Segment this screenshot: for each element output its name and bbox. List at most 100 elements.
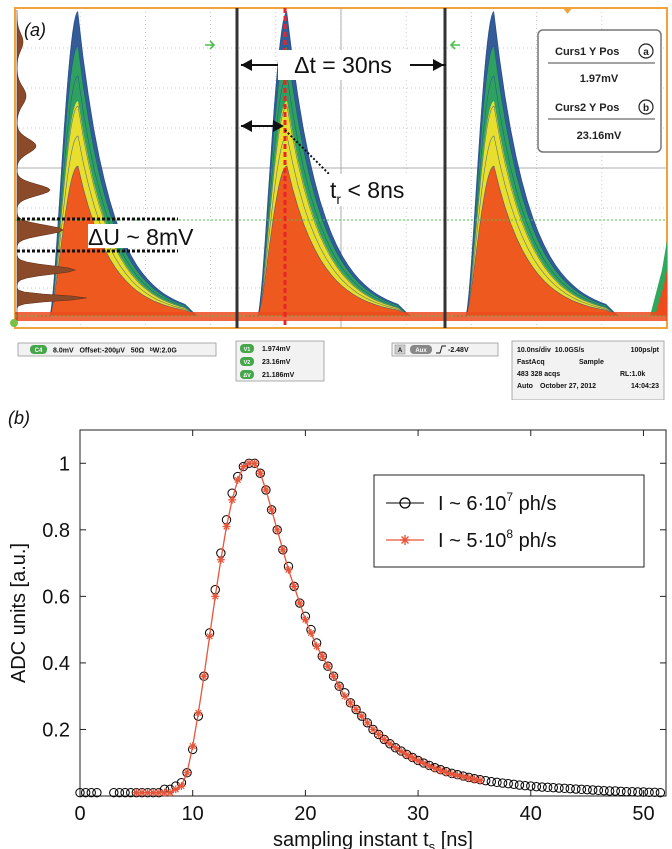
data-point <box>177 782 186 791</box>
x-tick-label: 10 <box>182 803 204 825</box>
channel-settings: 8.0mV Offset:-200μV 50Ω ᵇW:2.0G <box>53 348 177 355</box>
data-point <box>363 718 372 727</box>
data-point <box>644 787 654 798</box>
data-point <box>397 747 406 756</box>
data-point <box>414 756 423 765</box>
acquisition-box[interactable] <box>511 340 665 400</box>
trace-envelope-inner <box>246 166 410 316</box>
data-point <box>599 785 609 796</box>
trace-line <box>454 165 619 317</box>
data-point <box>436 766 445 775</box>
x-tick-label: 20 <box>294 803 316 825</box>
y-tick-label: 1 <box>59 453 70 475</box>
data-point <box>256 469 265 478</box>
data-point <box>655 787 666 798</box>
data-point <box>272 525 282 535</box>
data-point <box>278 545 288 555</box>
legend: I ~ 6·107 ph/s I ~ 5·108 ph/s <box>373 474 645 568</box>
trace-line <box>454 135 619 317</box>
data-point <box>290 582 299 591</box>
date: October 27, 2012 <box>540 383 596 390</box>
cursor-b-marker-letter: b <box>643 103 649 114</box>
data-point <box>588 785 598 795</box>
data-point <box>582 784 592 795</box>
cursor-a-marker-letter: a <box>643 47 649 58</box>
data-point <box>238 461 249 472</box>
channel-settings-box[interactable] <box>17 342 217 357</box>
data-point <box>80 787 91 798</box>
data-point <box>289 581 299 592</box>
channel-badge <box>30 345 47 354</box>
delta-t-label: Δt = 30ns <box>294 52 392 78</box>
data-point <box>351 704 361 715</box>
delta-t-label-bg <box>278 50 408 80</box>
x-tick-label: 30 <box>407 803 429 825</box>
data-point <box>261 485 270 494</box>
data-point <box>633 787 643 797</box>
data-point <box>239 462 248 471</box>
data-point <box>509 779 519 790</box>
data-point <box>604 786 615 796</box>
y-tick-label: 0.6 <box>42 586 70 608</box>
data-point <box>92 787 102 798</box>
data-point <box>542 782 553 793</box>
data-point <box>576 784 587 795</box>
data-point <box>368 724 378 735</box>
channel-ground-marker <box>10 319 18 327</box>
data-point <box>565 783 575 794</box>
trigger-a-label: A <box>398 348 403 354</box>
sample-mode: Sample <box>579 359 604 366</box>
data-point <box>650 787 660 798</box>
data-point <box>514 780 525 790</box>
amplitude-histogram <box>16 10 88 325</box>
rise-time-label-bg <box>326 174 442 206</box>
data-point <box>137 788 146 797</box>
data-point <box>520 780 530 791</box>
persistence-traces <box>15 11 667 321</box>
data-point <box>323 661 333 671</box>
record-length: RL:1.0k <box>620 371 645 378</box>
delta-t-arrowhead-left-icon <box>241 59 252 71</box>
data-point <box>334 681 344 691</box>
data-point <box>307 628 316 637</box>
cursor-readout-box: Curs1 Y Pos a 1.97mV Curs2 Y Pos b 23.16… <box>537 29 662 153</box>
data-point <box>610 786 620 796</box>
time: 14:04:23 <box>631 383 659 390</box>
data-point <box>430 764 439 773</box>
data-point <box>182 768 192 778</box>
data-point <box>301 615 310 624</box>
data-point <box>114 787 125 798</box>
data-point <box>295 599 304 608</box>
data-point <box>548 782 559 793</box>
trace-line <box>246 165 411 317</box>
v2-badge-label: V2 <box>244 360 251 366</box>
v2-value: 23.16mV <box>262 359 291 366</box>
data-point <box>638 787 649 797</box>
delta-u-label-bg <box>88 224 220 248</box>
data-point <box>149 788 158 797</box>
trigger-box[interactable] <box>391 342 499 357</box>
v2-badge <box>240 357 254 366</box>
data-point <box>295 598 305 608</box>
trace-line <box>38 105 198 317</box>
series-layer <box>75 458 666 798</box>
data-point <box>284 565 293 574</box>
curs2-value: 23.16mV <box>577 130 622 142</box>
data-point <box>194 708 203 717</box>
oscilloscope-panel: Δt = 30ns tr < 8ns ΔU ~ 8mV (a) Curs1 Y … <box>10 7 668 400</box>
x-tick-label: 50 <box>632 803 654 825</box>
data-point <box>385 739 394 748</box>
curs2-title: Curs2 Y Pos <box>555 102 619 114</box>
rise-time-arrowhead-icon <box>273 120 284 132</box>
legend-marker-circle-icon <box>399 497 411 509</box>
x-axis-label: sampling instant ts [ns] <box>273 829 473 849</box>
y-tick-label: 0.8 <box>42 520 70 542</box>
data-point <box>373 729 384 740</box>
scope-top-marker-icon <box>563 8 572 14</box>
rising-edge-icon <box>436 345 446 354</box>
panel-a-label: (a) <box>24 20 46 40</box>
data-point <box>233 475 242 484</box>
data-point <box>323 662 332 671</box>
v1-value: 1.974mV <box>262 346 291 353</box>
data-point <box>593 785 604 796</box>
